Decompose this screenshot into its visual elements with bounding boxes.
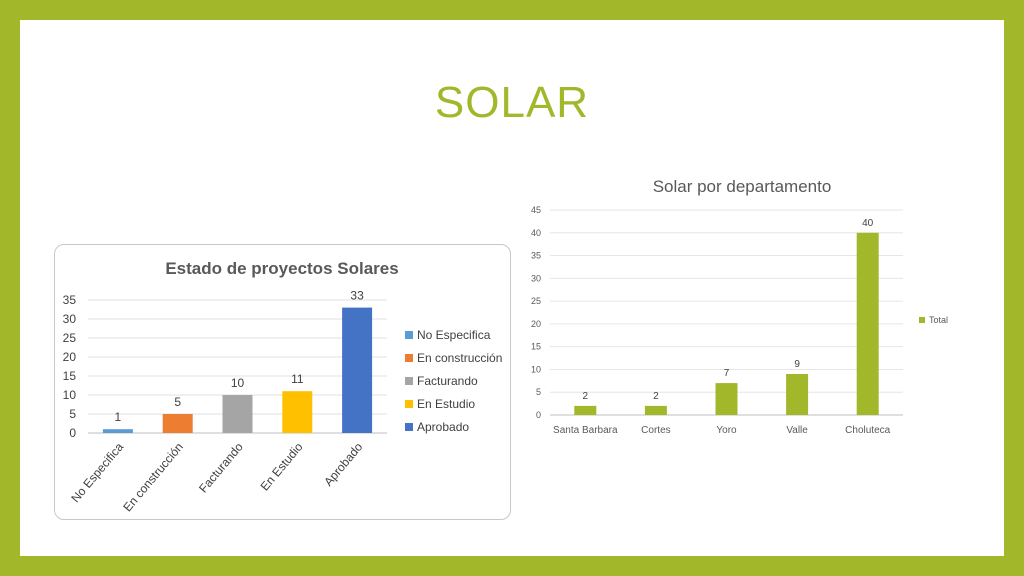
y-tick-label: 45 <box>531 205 541 215</box>
data-label: 10 <box>231 376 245 390</box>
y-tick-label: 15 <box>531 342 541 352</box>
bar <box>715 383 738 415</box>
y-tick-label: 0 <box>536 410 541 420</box>
y-tick-label: 0 <box>69 426 76 440</box>
data-label: 9 <box>794 359 800 370</box>
legend-entry: No Especifica <box>417 328 491 342</box>
bar <box>162 414 193 433</box>
chart-title: Solar por departamento <box>653 177 832 196</box>
legend-entry: Total <box>929 315 948 325</box>
y-tick-label: 25 <box>531 296 541 306</box>
y-tick-label: 40 <box>531 228 541 238</box>
x-tick-label: Cortes <box>641 425 670 436</box>
data-label: 33 <box>350 289 364 303</box>
data-label: 1 <box>115 410 122 424</box>
chart-title: Estado de proyectos Solares <box>165 259 398 278</box>
legend-swatch <box>405 354 413 362</box>
y-tick-label: 10 <box>63 388 77 402</box>
y-tick-label: 35 <box>531 251 541 261</box>
bar <box>644 405 667 415</box>
bar <box>222 395 253 433</box>
data-label: 5 <box>174 395 181 409</box>
chart-estado-container <box>54 244 511 520</box>
legend-swatch <box>919 317 925 323</box>
y-tick-label: 30 <box>531 273 541 283</box>
data-label: 2 <box>583 391 589 402</box>
x-tick-label: Santa Barbara <box>553 425 618 436</box>
y-tick-label: 20 <box>531 319 541 329</box>
bar <box>786 374 809 415</box>
legend-swatch <box>405 331 413 339</box>
y-tick-label: 35 <box>63 293 77 307</box>
data-label: 7 <box>724 368 730 379</box>
y-tick-label: 5 <box>536 387 541 397</box>
bar <box>342 307 373 433</box>
y-tick-label: 5 <box>69 407 76 421</box>
y-tick-label: 25 <box>63 331 77 345</box>
y-tick-label: 30 <box>63 312 77 326</box>
bar <box>856 232 879 415</box>
legend-entry: Aprobado <box>417 420 469 434</box>
legend-entry: Facturando <box>417 374 478 388</box>
y-tick-label: 15 <box>63 369 77 383</box>
legend-entry: En Estudio <box>417 397 475 411</box>
legend-entry: En construcción <box>417 351 502 365</box>
data-label: 40 <box>862 218 874 229</box>
x-tick-label: Valle <box>786 425 808 436</box>
legend-swatch <box>405 377 413 385</box>
x-tick-label: Choluteca <box>845 425 890 436</box>
bar <box>282 391 313 433</box>
x-tick-label: Yoro <box>716 425 737 436</box>
y-tick-label: 10 <box>531 364 541 374</box>
data-label: 11 <box>291 372 304 386</box>
bar <box>574 405 597 415</box>
y-tick-label: 20 <box>63 350 77 364</box>
bar <box>102 429 133 433</box>
legend-swatch <box>405 423 413 431</box>
data-label: 2 <box>653 391 659 402</box>
legend-swatch <box>405 400 413 408</box>
slide-title: SOLAR <box>434 78 590 127</box>
